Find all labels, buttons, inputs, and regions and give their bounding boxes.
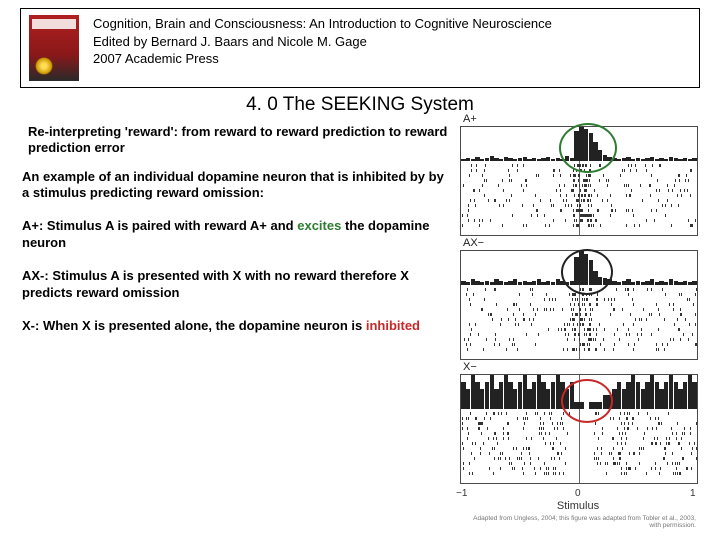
label-ax-minus: AX-: xyxy=(22,268,49,283)
paragraph-ax-minus: AX-: Stimulus A is presented with X with… xyxy=(22,268,448,302)
paragraph-a-plus: A+: Stimulus A is paired with reward A+ … xyxy=(22,218,448,252)
section-title: 4. 0 The SEEKING System xyxy=(0,94,720,116)
tick-mid: 0 xyxy=(575,488,581,499)
x-axis: −1 0 1 Stimulus xyxy=(460,488,696,516)
text-column: Re-interpreting 'reward': from reward to… xyxy=(22,124,452,529)
intro-paragraph: An example of an individual dopamine neu… xyxy=(22,169,448,203)
panel-ax-minus: AX− xyxy=(460,250,698,360)
tick-right: 1 xyxy=(690,488,696,499)
book-cover-thumbnail xyxy=(29,15,79,81)
figure-caption: Adapted from Ungless, 2004; this figure … xyxy=(460,516,696,529)
panel-label: X− xyxy=(463,361,477,373)
figure-column: A+ AX− X− −1 0 1 Stimulus Adapted from U… xyxy=(460,124,720,529)
text-ax-minus: Stimulus A is presented with X with no r… xyxy=(22,268,409,300)
header-citation-box: Cognition, Brain and Consciousness: An I… xyxy=(20,8,700,88)
highlight-circle-green xyxy=(559,123,617,173)
panel-a-plus: A+ xyxy=(460,126,698,236)
raster xyxy=(461,163,697,235)
citation-line-1: Cognition, Brain and Consciousness: An I… xyxy=(93,15,552,33)
highlight-circle-red xyxy=(561,379,613,423)
panel-label: AX− xyxy=(463,237,484,249)
label-x-minus: X-: xyxy=(22,318,39,333)
tick-left: −1 xyxy=(456,488,467,499)
raster xyxy=(461,287,697,359)
subheading: Re-interpreting 'reward': from reward to… xyxy=(28,124,448,157)
section-title-seeking: SEEKING xyxy=(321,94,405,115)
highlight-circle-black xyxy=(561,249,613,295)
panel-label: A+ xyxy=(463,113,477,125)
citation-line-2: Edited by Bernard J. Baars and Nicole M.… xyxy=(93,33,552,51)
label-a-plus: A+: xyxy=(22,218,43,233)
section-title-prefix: 4. 0 The xyxy=(246,94,321,115)
text-a-plus: Stimulus A is paired with reward A+ and xyxy=(43,218,297,233)
word-excites: excites xyxy=(297,218,341,233)
paragraph-x-minus: X-: When X is presented alone, the dopam… xyxy=(22,318,448,335)
content-row: Re-interpreting 'reward': from reward to… xyxy=(0,124,720,529)
word-inhibited: inhibited xyxy=(366,318,420,333)
citation-line-3: 2007 Academic Press xyxy=(93,50,552,68)
citation-text: Cognition, Brain and Consciousness: An I… xyxy=(93,15,552,68)
x-axis-label: Stimulus xyxy=(460,500,696,512)
panel-x-minus: X− xyxy=(460,374,698,484)
text-x-minus: When X is presented alone, the dopamine … xyxy=(39,318,366,333)
section-title-suffix: System xyxy=(405,94,474,115)
